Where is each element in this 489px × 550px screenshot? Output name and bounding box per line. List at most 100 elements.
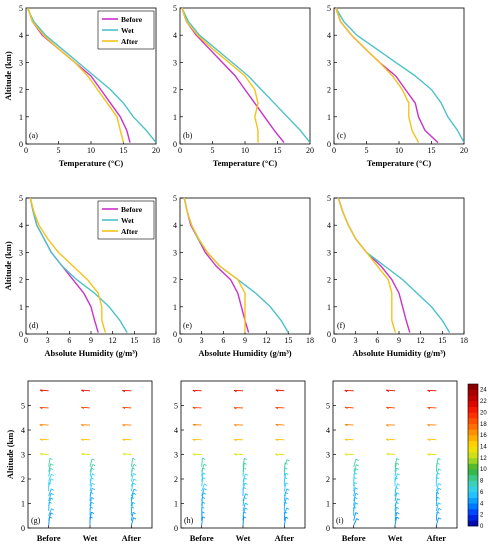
wind-barb-flag [438, 502, 442, 505]
x-axis-label: Temperature (°C) [59, 158, 124, 168]
x-tick-label: 18 [306, 336, 314, 345]
y-tick-label: 5 [173, 4, 177, 13]
wind-barb-flag [192, 453, 196, 456]
wind-barb-flag [286, 459, 290, 462]
panel-label: (g) [31, 516, 41, 525]
y-tick-label: 5 [327, 4, 331, 13]
x-tick-label: 3 [200, 336, 204, 345]
series-line-wet [26, 7, 157, 144]
wind-barb [394, 512, 398, 521]
wind-barb [48, 478, 52, 487]
x-tick-label: 6 [375, 336, 379, 345]
wind-barb-flag [81, 406, 85, 410]
plot-frame [333, 197, 465, 335]
y-tick-label: 0 [173, 330, 177, 339]
wind-barb [242, 462, 245, 472]
wind-barb [435, 508, 440, 516]
wind-barb-flag [233, 453, 237, 456]
panel-label: (h) [184, 516, 194, 525]
y-tick-label: 4 [173, 31, 177, 40]
x-tick-label: 10 [241, 146, 249, 155]
wind-barb-flag [284, 467, 288, 470]
wind-barb-flag [132, 482, 136, 485]
wind-barb-flag [438, 507, 442, 511]
y-tick-label: 2 [173, 276, 177, 285]
wind-barb [39, 406, 49, 409]
wind-barb-flag [285, 482, 289, 485]
colorbar-segment [468, 412, 478, 419]
wind-barb [242, 473, 246, 482]
wind-barb [435, 468, 440, 477]
x-tick-label: 20 [306, 146, 314, 155]
y-tick-label: 4 [174, 426, 178, 435]
wind-barb [89, 488, 93, 497]
x-tick-label: Before [342, 533, 366, 543]
wind-barb-flag [244, 457, 248, 461]
colorbar-segment [468, 401, 478, 408]
wind-barb-flag [386, 453, 390, 456]
wind-barb-flag [355, 502, 359, 505]
wind-barb-flag [344, 424, 348, 427]
wind-barb [344, 423, 354, 426]
wind-barb-flag [39, 407, 43, 410]
wind-barb [39, 389, 49, 392]
wind-barb [201, 477, 204, 487]
wind-barb [435, 517, 440, 526]
wind-barb [242, 482, 246, 492]
x-tick-label: 6 [67, 336, 71, 345]
wind-barb-flag [81, 453, 85, 456]
wind-barb-flag [427, 438, 431, 441]
wind-barb [201, 492, 204, 502]
y-tick-label: 4 [19, 31, 23, 40]
wind-barb [435, 458, 439, 467]
colorbar-segment [468, 503, 478, 510]
wind-barb [201, 516, 204, 526]
x-axis-label: Temperature (°C) [367, 158, 432, 168]
colorbar-frame [467, 383, 479, 527]
wind-barb [234, 453, 244, 455]
wind-barb [130, 517, 134, 526]
wind-barb-flag [91, 497, 95, 500]
legend: Before Wet After [97, 10, 155, 50]
wind-barb [242, 502, 246, 511]
wind-barb-flag [202, 477, 206, 480]
colorbar-segment [468, 463, 478, 470]
x-tick-label: 15 [428, 146, 436, 155]
wind-barb-flag [192, 438, 196, 442]
wind-barb-flag [192, 407, 196, 410]
wind-barb [81, 453, 91, 455]
wind-barb-flag [233, 424, 237, 427]
wind-barb-flag [275, 453, 279, 456]
wind-barb [201, 488, 205, 497]
colorbar-tick-label: 8 [480, 479, 484, 485]
x-tick-label: Before [37, 533, 61, 543]
y-tick-label: 2 [326, 475, 330, 484]
wind-barb-flag [233, 407, 237, 410]
wind-barb-flag [438, 468, 442, 471]
series-line-wet [335, 7, 465, 143]
wind-barb [283, 459, 288, 467]
colorbar-tick-label: 20 [480, 410, 487, 416]
wind-barb [89, 497, 92, 507]
y-tick-label: 2 [327, 276, 331, 285]
colorbar-segment [468, 384, 478, 390]
wind-barb-flag [275, 438, 279, 442]
colorbar-segment [468, 486, 478, 493]
x-axis-label: Absolute Humidity (g/m³) [44, 348, 137, 358]
wind-barb [122, 406, 132, 409]
wind-barb [242, 507, 246, 516]
wind-barb [386, 438, 396, 441]
y-tick-label: 3 [21, 451, 25, 460]
colorbar-segment [468, 457, 478, 464]
wind-barb [344, 406, 354, 409]
wind-barb-flag [397, 498, 401, 501]
x-tick-label: 5 [57, 146, 61, 155]
y-tick-label: 2 [173, 86, 177, 95]
wind-barb-flag [427, 407, 431, 410]
wind-barb [427, 438, 437, 441]
legend-label-after: After [121, 37, 139, 46]
wind-barb [130, 464, 135, 472]
wind-barb-flag [244, 477, 248, 480]
x-tick-label: After [275, 533, 295, 543]
x-tick-label: 0 [332, 146, 336, 155]
